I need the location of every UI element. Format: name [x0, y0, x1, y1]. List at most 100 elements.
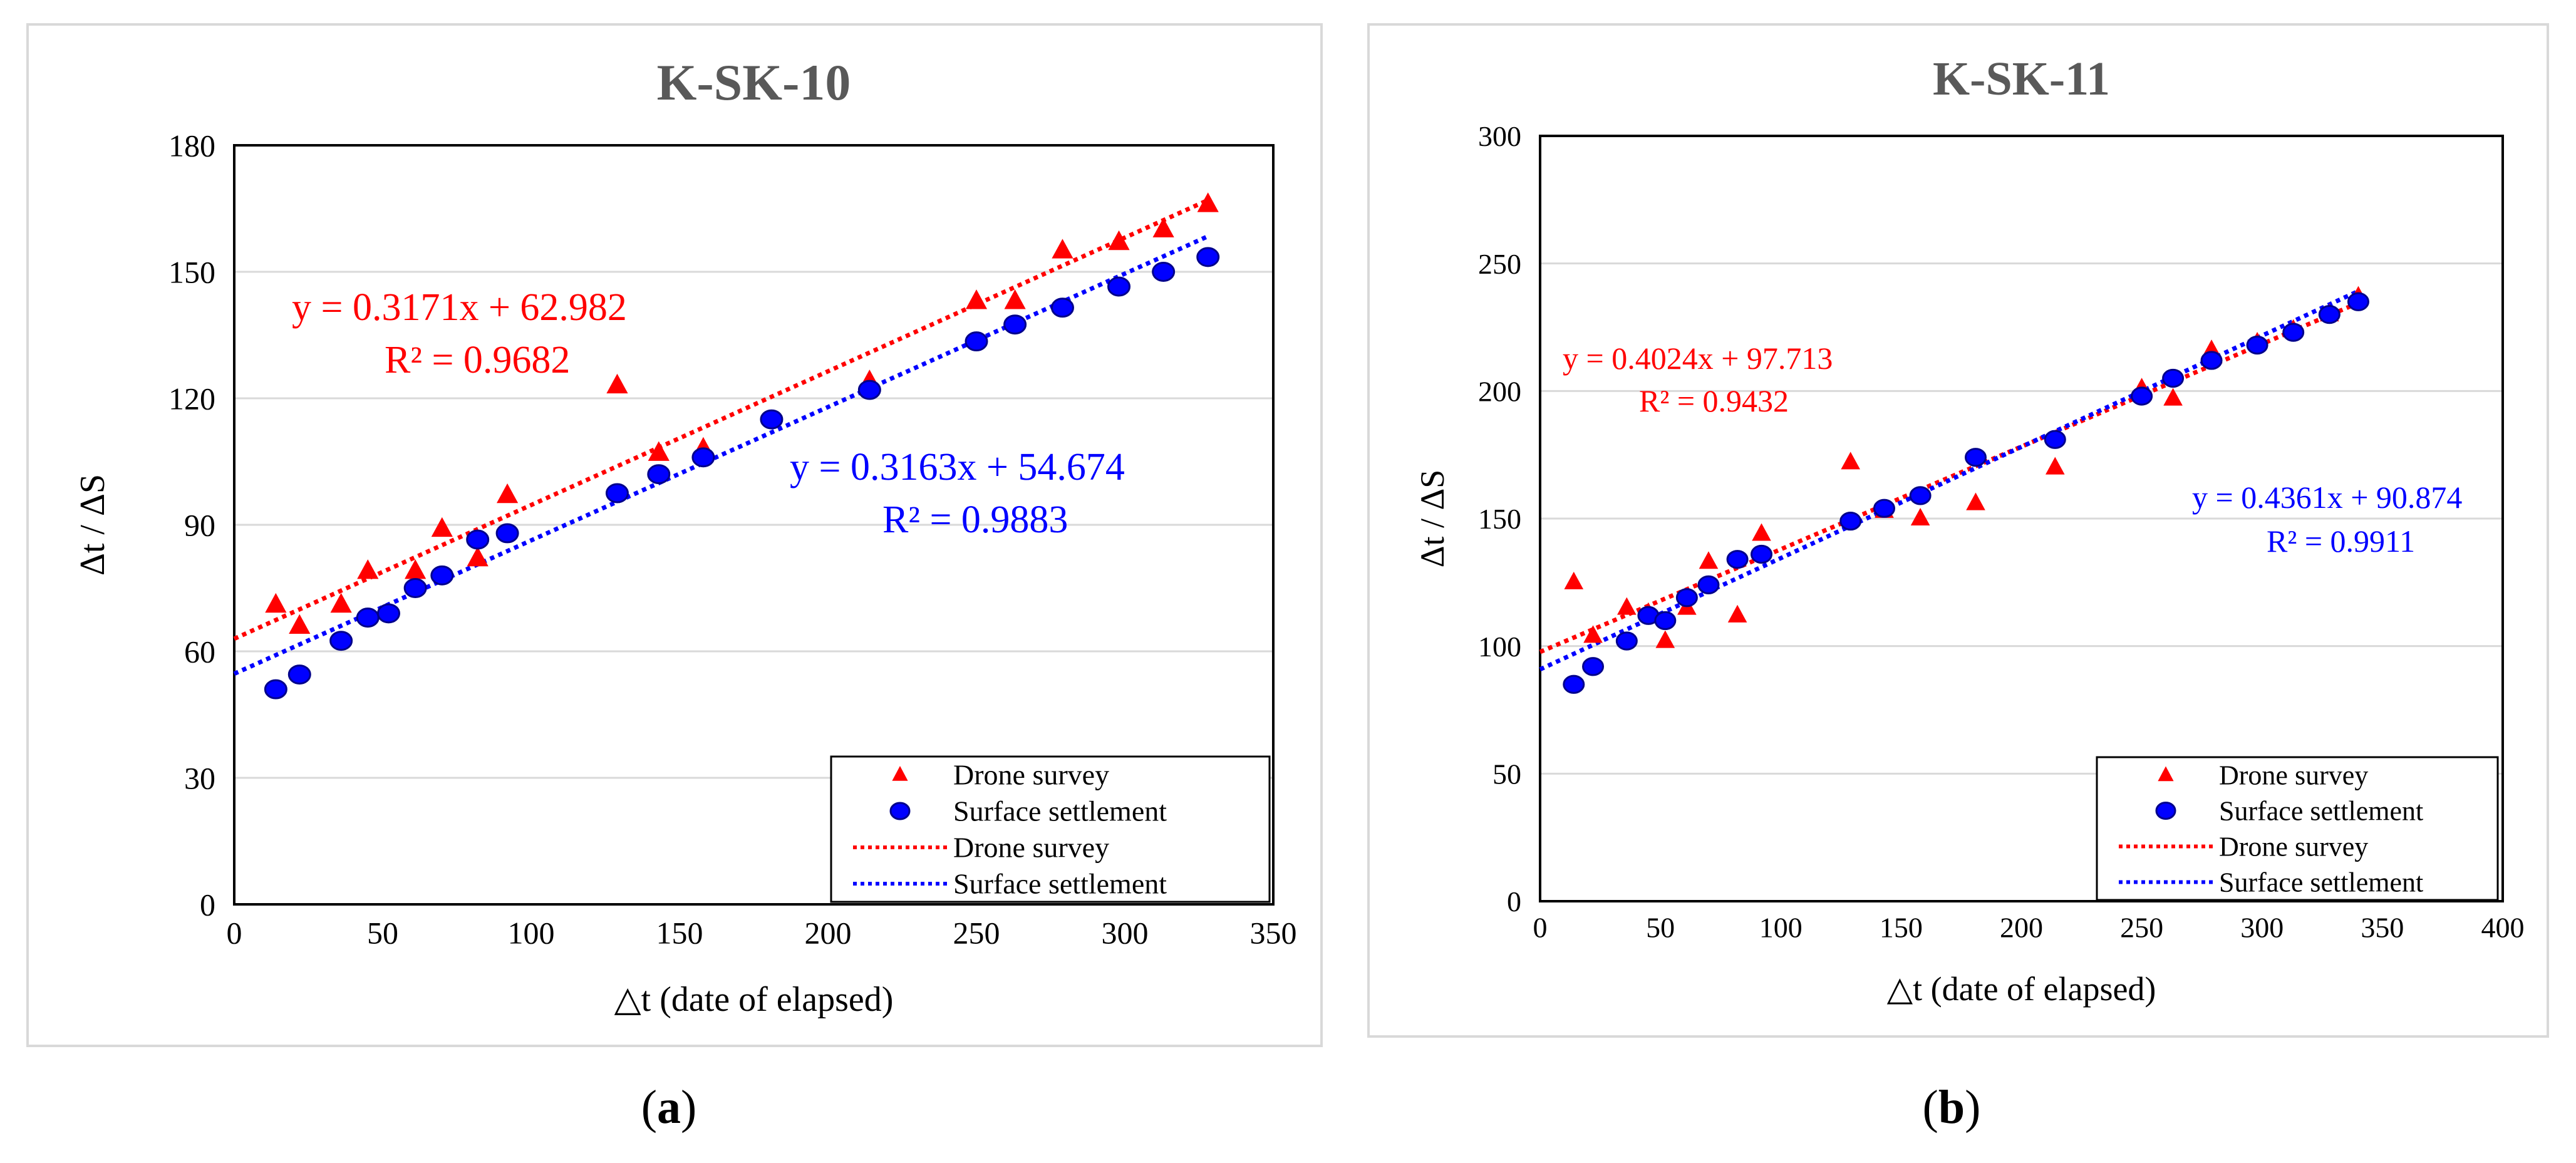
- chart-b-point-settlement: [1697, 575, 1720, 595]
- chart-b-point-drone: [1617, 597, 1637, 615]
- chart-b-point-drone: [1966, 492, 1985, 510]
- chart-b-point-drone: [2163, 388, 2183, 406]
- chart-b-legend-label: Drone survey: [2219, 760, 2368, 790]
- chart-a-x-tick-label: 350: [1250, 916, 1297, 951]
- chart-a-point-drone: [965, 289, 988, 309]
- chart-a-point-settlement: [605, 483, 629, 504]
- chart-a-point-settlement: [1003, 314, 1027, 335]
- chart-b-point-settlement: [1839, 511, 1862, 531]
- chart-b-plot-area: [1539, 135, 2504, 902]
- chart-b-point-settlement: [1726, 550, 1749, 569]
- chart-b-y-tick-label: 100: [1478, 631, 1521, 663]
- chart-a-legend-marker-circle: [889, 802, 911, 820]
- chart-a-y-tick-label: 90: [184, 508, 215, 543]
- chart-b-point-settlement: [1654, 611, 1677, 631]
- chart-a-trendline: [233, 198, 1209, 641]
- chart-b-point-drone: [1699, 551, 1719, 569]
- chart-b-y-tick-label: 250: [1478, 248, 1521, 280]
- chart-b-point-drone: [1727, 604, 1747, 623]
- chart-b-x-tick-label: 350: [2361, 912, 2404, 944]
- chart-a-x-tick-label: 200: [805, 916, 852, 951]
- chart-b-x-tick-label: 50: [1646, 912, 1675, 944]
- chart-a-x-tick-label: 150: [656, 916, 703, 951]
- chart-b-point-settlement: [1873, 499, 1895, 518]
- chart-a-y-tick-label: 150: [168, 255, 215, 290]
- chart-a-point-settlement: [264, 679, 287, 700]
- chart-a-legend-marker-triangle: [892, 766, 908, 781]
- chart-a-trend-r2: R² = 0.9682: [385, 339, 570, 381]
- chart-a-point-drone: [357, 559, 379, 579]
- chart-a-point-drone: [1004, 289, 1026, 309]
- chart-b-trend-equation: y = 0.4361x + 90.874: [2192, 480, 2462, 515]
- chart-a-point-drone: [496, 483, 519, 504]
- chart-a-point-drone: [265, 592, 287, 613]
- chart-a-y-tick-label: 0: [200, 887, 215, 923]
- chart-b-y-tick-label: 0: [1507, 886, 1521, 917]
- chart-b-y-tick-label: 200: [1478, 375, 1521, 407]
- chart-b-y-tick-label: 300: [1478, 120, 1521, 152]
- chart-b-point-settlement: [2131, 386, 2153, 406]
- chart-a-point-settlement: [760, 409, 784, 430]
- chart-b-point-settlement: [1964, 448, 1987, 467]
- caption-a-letter: a: [657, 1081, 681, 1134]
- chart-b-x-tick-label: 300: [2240, 912, 2284, 944]
- chart-panel-a: K-SK-10 0 30 60 90 120 150 180 0 50 100 150 200 250 30…: [26, 23, 1323, 1047]
- caption-b-letter: b: [1938, 1081, 1965, 1134]
- chart-a-plot-area: [233, 144, 1275, 906]
- chart-a-y-axis-label: Δt / ΔS: [73, 474, 112, 576]
- chart-b-legend-label: Surface settlement: [2219, 795, 2423, 826]
- chart-b-point-settlement: [2162, 368, 2185, 388]
- chart-a-y-tick-label: 60: [184, 634, 215, 669]
- chart-b-point-drone: [1564, 571, 1584, 589]
- chart-b-point-settlement: [1615, 631, 1638, 651]
- chart-a-point-drone: [1197, 192, 1219, 212]
- chart-a-y-tick-label: 30: [184, 761, 215, 796]
- chart-b-point-settlement: [1751, 544, 1773, 564]
- chart-a-point-settlement: [495, 523, 519, 544]
- chart-a-x-tick-label: 250: [953, 916, 1000, 951]
- chart-b-trend-equation: y = 0.4024x + 97.713: [1563, 341, 1833, 376]
- chart-b-x-tick-label: 250: [2120, 912, 2163, 944]
- chart-a-point-drone: [648, 441, 670, 461]
- chart-a-x-tick-label: 0: [227, 916, 242, 951]
- chart-b-legend-label: Drone survey: [2219, 831, 2368, 862]
- chart-a-trend-equation: y = 0.3171x + 62.982: [292, 286, 627, 329]
- chart-b-x-tick-label: 150: [1880, 912, 1923, 944]
- chart-a-title: K-SK-10: [657, 54, 851, 111]
- chart-b-x-axis-label: △t (date of elapsed): [1887, 970, 2156, 1008]
- chart-b-point-settlement: [2200, 351, 2223, 370]
- chart-b-point-settlement: [1909, 486, 1932, 505]
- chart-b-x-tick-label: 0: [1533, 912, 1548, 944]
- chart-a-point-settlement: [1050, 297, 1074, 318]
- chart-a-point-settlement: [376, 603, 400, 624]
- chart-a-x-tick-label: 300: [1102, 916, 1149, 951]
- chart-b-trendline: [1539, 289, 2359, 672]
- chart-a-point-drone: [405, 559, 427, 579]
- chart-b-x-tick-label: 100: [1759, 912, 1803, 944]
- chart-a-point-settlement: [287, 664, 311, 685]
- chart-b-y-axis-label: Δt / ΔS: [1414, 470, 1451, 568]
- chart-a-legend-label: Surface settlement: [953, 868, 1167, 900]
- chart-b-point-drone: [1752, 523, 1771, 541]
- chart-a-trend-r2: R² = 0.9883: [882, 499, 1068, 541]
- caption-a: (a): [641, 1081, 697, 1134]
- chart-a-point-settlement: [430, 565, 454, 586]
- chart-a-point-settlement: [965, 331, 988, 352]
- chart-a-y-tick-label: 120: [168, 381, 215, 416]
- chart-b-point-drone: [1655, 630, 1675, 648]
- caption-b: (b): [1922, 1081, 1981, 1134]
- chart-a-point-settlement: [1107, 276, 1131, 297]
- chart-a-point-settlement: [466, 529, 490, 550]
- chart-a-point-settlement: [1152, 262, 1176, 282]
- chart-a-point-settlement: [857, 380, 881, 400]
- chart-b-x-tick-label: 400: [2481, 912, 2525, 944]
- chart-a-svg: K-SK-10 0 30 60 90 120 150 180 0 50 100 150 200 250 30…: [73, 54, 1297, 1019]
- chart-b-point-drone: [1583, 625, 1603, 643]
- chart-a-point-drone: [467, 546, 489, 567]
- chart-a-y-tick-label: 180: [168, 128, 215, 163]
- chart-a-trend-equation: y = 0.3163x + 54.674: [790, 446, 1125, 488]
- chart-a-point-drone: [330, 592, 352, 613]
- chart-a-point-drone: [431, 517, 453, 537]
- chart-a-point-drone: [606, 373, 628, 394]
- chart-b-y-tick-label: 50: [1492, 758, 1521, 790]
